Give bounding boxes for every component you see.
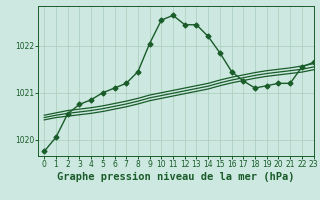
X-axis label: Graphe pression niveau de la mer (hPa): Graphe pression niveau de la mer (hPa) <box>57 172 295 182</box>
